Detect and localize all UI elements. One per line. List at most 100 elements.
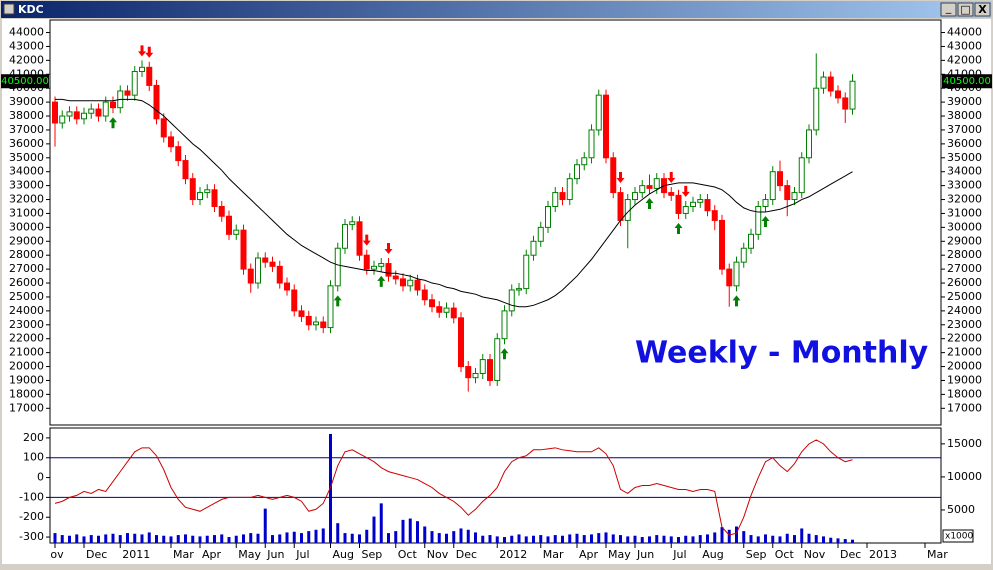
candle-body bbox=[52, 101, 58, 124]
y-tick-label: 32000 bbox=[9, 193, 44, 206]
candle-body bbox=[545, 205, 551, 228]
y-tick-label: 35000 bbox=[947, 151, 982, 164]
candle-body bbox=[733, 261, 740, 287]
volume-bar bbox=[263, 508, 267, 543]
volume-bar bbox=[169, 536, 173, 543]
buy-arrow bbox=[500, 348, 509, 360]
y2-tick-label: 10000 bbox=[947, 470, 982, 483]
x-tick-label: 2012 bbox=[499, 548, 527, 561]
close-button[interactable] bbox=[974, 2, 991, 17]
buy-arrow bbox=[333, 295, 342, 307]
volume-bar bbox=[771, 535, 775, 543]
candle-body bbox=[748, 233, 754, 249]
x-tick-label: Jun bbox=[636, 548, 654, 561]
candle-body bbox=[233, 229, 240, 235]
y2-tick-label: 15000 bbox=[947, 437, 982, 450]
x-tick-label: Apr bbox=[579, 548, 599, 561]
x-tick-label: Dec bbox=[840, 548, 861, 561]
candle-body bbox=[487, 359, 493, 381]
volume-bars bbox=[53, 433, 854, 543]
y-tick-label: 36000 bbox=[947, 137, 982, 150]
title-bar bbox=[1, 1, 992, 18]
y-tick-label: 24000 bbox=[9, 304, 44, 317]
candle-body bbox=[153, 84, 160, 120]
volume-bar bbox=[735, 526, 738, 543]
candle-body bbox=[827, 76, 834, 92]
volume-bar bbox=[582, 535, 586, 543]
close-label[interactable]: X bbox=[978, 3, 987, 16]
y-tick-label: 44000 bbox=[947, 26, 982, 39]
volume-bar bbox=[365, 529, 369, 543]
y-tick-label: 30000 bbox=[9, 220, 44, 233]
sell-arrow bbox=[362, 234, 371, 246]
y-tick-label: 18000 bbox=[947, 387, 982, 400]
volume-bar bbox=[466, 529, 470, 543]
y-tick-label: 20000 bbox=[9, 360, 44, 373]
x-tick-label: Jun bbox=[266, 548, 284, 561]
volume-bar bbox=[742, 531, 746, 543]
y-tick-label: 27000 bbox=[9, 262, 44, 275]
volume-bar bbox=[495, 536, 499, 543]
volume-bar bbox=[292, 531, 296, 543]
volume-bar bbox=[510, 535, 514, 543]
volume-bar bbox=[474, 532, 477, 543]
y-tick-label: 35000 bbox=[9, 151, 44, 164]
candle-body bbox=[262, 257, 269, 263]
y-tick-label: 18000 bbox=[9, 387, 44, 400]
candle-body bbox=[523, 254, 530, 290]
last-price-label: 40500.00 bbox=[1, 76, 49, 87]
volume-bar bbox=[619, 535, 622, 543]
last-price-box bbox=[1, 74, 49, 89]
minimize-label[interactable]: _ bbox=[945, 1, 952, 14]
maximize-button[interactable] bbox=[957, 2, 974, 17]
volume-bar bbox=[205, 535, 209, 543]
candle-body bbox=[675, 194, 682, 214]
volume-bar bbox=[561, 535, 564, 543]
sell-arrow bbox=[667, 172, 676, 184]
y-tick-label: 44000 bbox=[9, 26, 44, 39]
volume-bar bbox=[568, 534, 572, 543]
volume-bar bbox=[662, 535, 666, 543]
candle-body bbox=[211, 189, 218, 207]
volume-bar bbox=[227, 537, 231, 543]
candle-body bbox=[385, 263, 392, 277]
x-tick-label: May bbox=[238, 548, 261, 561]
y-tick-label: 27000 bbox=[947, 262, 982, 275]
y-tick-label: 26000 bbox=[9, 276, 44, 289]
candle-body bbox=[501, 310, 508, 340]
volume-bar bbox=[640, 537, 644, 543]
candle-body bbox=[559, 192, 566, 201]
candle-body bbox=[479, 359, 486, 375]
volume-bar bbox=[408, 518, 412, 543]
y-tick-label: 43000 bbox=[9, 39, 44, 52]
window-icon bbox=[3, 3, 15, 15]
candle-body bbox=[305, 315, 312, 326]
volume-bar bbox=[445, 533, 448, 543]
volume-bar bbox=[800, 528, 804, 543]
y-tick-label: 19000 bbox=[947, 373, 982, 386]
candle-body bbox=[349, 221, 356, 226]
y-tick-label: -200 bbox=[19, 510, 44, 523]
sell-arrow bbox=[616, 172, 625, 184]
x-tick-label: Jul bbox=[295, 548, 309, 561]
candle-body bbox=[472, 373, 479, 379]
candle-body bbox=[160, 118, 167, 138]
minimize-button[interactable] bbox=[940, 2, 957, 17]
candle-body bbox=[508, 289, 515, 312]
volume-bar bbox=[546, 536, 550, 543]
volume-bar bbox=[314, 529, 318, 543]
volume-bar bbox=[836, 538, 840, 543]
candle-body bbox=[588, 129, 595, 159]
candle-body bbox=[59, 115, 66, 124]
candle-body bbox=[342, 224, 348, 249]
candle-body bbox=[218, 205, 225, 217]
volume-bar bbox=[343, 533, 347, 543]
x-tick-label: ov bbox=[50, 548, 64, 561]
x-tick-label: Nov bbox=[804, 548, 826, 561]
y-tick-label: 24000 bbox=[947, 304, 982, 317]
y-tick-label: 32000 bbox=[947, 193, 982, 206]
volume-bar bbox=[590, 534, 593, 543]
candle-body bbox=[704, 199, 711, 212]
maximize-label[interactable]: □ bbox=[960, 3, 970, 16]
